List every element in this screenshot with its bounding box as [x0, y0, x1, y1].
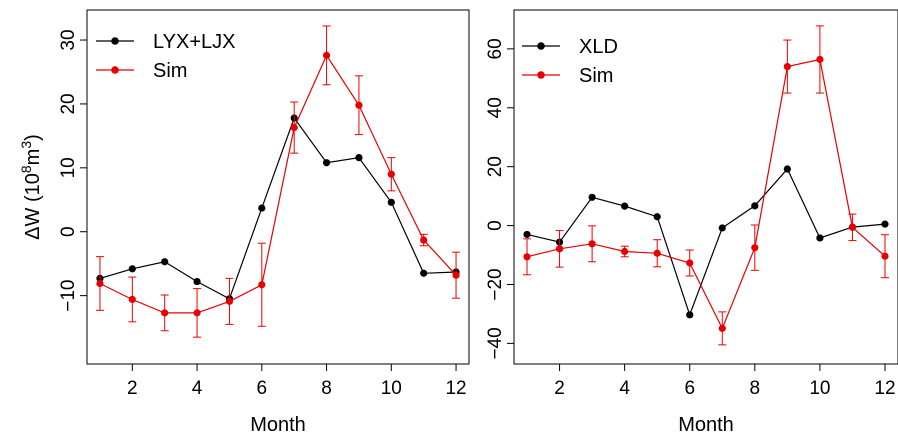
x-tick-label: 2	[127, 378, 138, 399]
y-tick-label: 20	[485, 156, 506, 177]
right-x-axis-title: Month	[678, 414, 734, 436]
data-point	[420, 269, 428, 277]
series-lyx-ljx	[96, 114, 460, 303]
x-tick-label: 4	[619, 378, 630, 399]
data-point	[621, 247, 629, 256]
left-legend: LYX+LJX Sim	[96, 31, 235, 82]
data-point	[588, 240, 596, 248]
y-tick-label: 60	[485, 38, 506, 59]
left-series	[95, 25, 461, 338]
y-tick-label: 30	[58, 29, 79, 50]
legend-marker	[537, 42, 545, 50]
data-point	[96, 279, 104, 288]
left-y-ticks: −10 0 10 20 30	[58, 29, 87, 312]
legend-label: LYX+LJX	[153, 31, 235, 53]
data-point	[653, 213, 661, 221]
left-x-ticks: 2 4 6 8 10 12	[127, 364, 467, 399]
series-line	[99, 54, 457, 314]
data-point	[783, 62, 791, 71]
data-point	[816, 234, 824, 242]
x-tick-label: 12	[874, 378, 895, 399]
data-point	[193, 309, 201, 317]
data-point	[128, 295, 136, 304]
x-tick-label: 2	[554, 378, 565, 399]
x-tick-label: 6	[257, 378, 268, 399]
data-point	[225, 297, 234, 305]
data-point	[816, 55, 824, 64]
data-point	[751, 202, 759, 210]
data-point	[555, 245, 564, 253]
y-tick-label: −20	[485, 268, 506, 300]
legend-marker	[111, 37, 119, 45]
x-tick-label: 6	[684, 378, 695, 399]
right-panel: 2 4 6 8 10 12 −40 −20 0 20 40 60 XLD Sim Month	[485, 9, 898, 436]
data-point	[258, 204, 266, 212]
data-point	[322, 51, 331, 59]
data-point	[161, 309, 169, 317]
data-point	[387, 170, 395, 178]
y-tick-label: −10	[58, 280, 79, 312]
data-point	[848, 223, 857, 231]
right-y-ticks: −40 −20 0 20 40 60	[485, 38, 514, 360]
x-tick-label: 4	[192, 378, 203, 399]
legend-label: Sim	[579, 65, 613, 87]
legend-label: XLD	[579, 36, 618, 58]
y-tick-label: 0	[485, 220, 506, 231]
x-tick-label: 12	[445, 378, 466, 399]
data-point	[686, 259, 694, 267]
series-xld	[523, 165, 889, 319]
y-tick-label: 0	[58, 226, 79, 237]
series-sim	[523, 25, 889, 346]
y-tick-label: −40	[485, 327, 506, 359]
data-point	[193, 277, 201, 286]
legend-marker	[111, 66, 119, 74]
data-point	[523, 253, 531, 261]
series-line	[526, 58, 886, 330]
data-point	[881, 220, 889, 228]
x-tick-label: 8	[750, 378, 761, 399]
data-point	[881, 252, 889, 260]
data-point	[355, 154, 363, 162]
x-tick-label: 10	[381, 378, 402, 399]
legend-label: Sim	[153, 60, 187, 82]
data-point	[452, 271, 460, 279]
right-legend: XLD Sim	[522, 36, 618, 87]
right-x-ticks: 2 4 6 8 10 12	[554, 364, 896, 399]
data-point	[588, 193, 596, 201]
data-point	[322, 159, 331, 167]
series-line	[526, 167, 886, 317]
y-tick-label: 40	[485, 97, 506, 118]
data-point	[387, 198, 395, 206]
data-point	[718, 324, 726, 332]
data-point	[258, 281, 266, 289]
right-series	[523, 25, 889, 346]
data-point	[420, 236, 428, 244]
left-panel: 2 4 6 8 10 12 −10 0 10 20 30 LYX+LJX Sim Month ΔW …	[18, 9, 470, 436]
left-plot-frame	[86, 9, 470, 365]
data-point	[783, 165, 791, 173]
data-point	[686, 311, 694, 319]
left-y-axis-title: ΔW (108m3)	[18, 134, 44, 240]
series-sim	[95, 25, 461, 338]
data-point	[523, 230, 531, 239]
data-point	[355, 101, 363, 109]
data-point	[128, 265, 136, 273]
data-point	[621, 202, 629, 210]
right-plot-frame	[513, 9, 898, 365]
left-x-axis-title: Month	[250, 414, 306, 436]
y-tick-label: 20	[58, 93, 79, 114]
x-tick-label: 8	[321, 378, 332, 399]
series-line	[99, 116, 457, 300]
y-tick-label: 10	[58, 157, 79, 178]
data-point	[290, 123, 298, 132]
x-tick-label: 10	[809, 378, 830, 399]
legend-marker	[537, 71, 545, 79]
data-point	[751, 244, 759, 252]
data-point	[653, 249, 661, 257]
data-point	[161, 258, 169, 266]
data-point	[718, 224, 726, 232]
